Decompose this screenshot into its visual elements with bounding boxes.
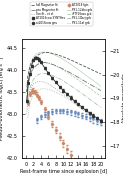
Y-axis label: Pseudo-bolometric log(L) [erg s⁻¹]: Pseudo-bolometric log(L) [erg s⁻¹] bbox=[0, 57, 4, 140]
Y-axis label: Absolute magnitude: Absolute magnitude bbox=[122, 74, 123, 123]
Legend: full Magnetar fit, psu Magnetar fit, Tan fit - et al., AT2016cow SYNTHes, at2016: full Magnetar fit, psu Magnetar fit, Tan… bbox=[30, 2, 93, 26]
X-axis label: Rest-frame time since explosion [d]: Rest-frame time since explosion [d] bbox=[20, 170, 107, 175]
